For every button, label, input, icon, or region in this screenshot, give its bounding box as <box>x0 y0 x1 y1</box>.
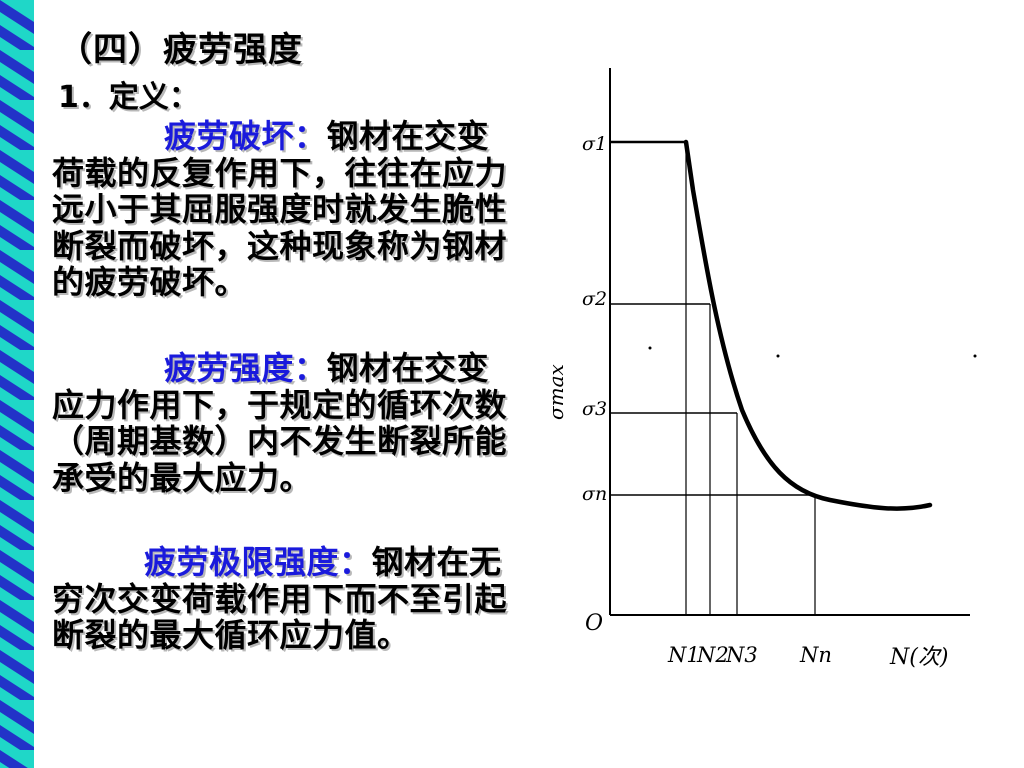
y-tick-sigma2: σ2 <box>582 288 607 310</box>
fatigue-failure-paragraph: 疲劳破坏：钢材在交变荷载的反复作用下，往往在应力远小于其屈服强度时就发生脆性断裂… <box>52 118 512 301</box>
fatigue-strength-paragraph: 疲劳强度：钢材在交变应力作用下，于规定的循环次数（周期基数）内不发生断裂所能承受… <box>52 350 512 496</box>
scan-speck <box>648 346 652 350</box>
fatigue-curve-chart: σ1 σ2 σ3 σn σmax O N1 N2 N3 Nn N(次) <box>544 68 977 670</box>
x-axis-label: N(次) <box>889 645 948 670</box>
x-tick-n2: N2 <box>696 643 729 667</box>
fatigue-limit-term: 疲劳极限强度： <box>144 543 372 581</box>
scan-speck <box>973 354 977 358</box>
x-tick-n1: N1 <box>667 643 700 667</box>
decorative-stripe <box>0 0 34 768</box>
page-title: （四）疲劳强度 <box>58 30 303 70</box>
y-tick-sigma1: σ1 <box>582 133 607 155</box>
x-tick-nn: Nn <box>799 643 832 667</box>
x-tick-n3: N3 <box>725 643 758 667</box>
y-tick-sigman: σn <box>582 483 607 505</box>
fatigue-failure-text: 钢材在交变荷载的反复作用下，往往在应力远小于其屈服强度时就发生脆性断裂而破坏，这… <box>52 117 508 301</box>
y-axis-label: σmax <box>544 364 568 420</box>
fatigue-strength-term: 疲劳强度： <box>164 349 327 387</box>
fatigue-curve <box>683 139 933 511</box>
definition-heading: 1．定义： <box>58 80 199 115</box>
y-tick-sigma3: σ3 <box>582 398 607 420</box>
fatigue-strength-text: 钢材在交变应力作用下，于规定的循环次数（周期基数）内不发生断裂所能承受的最大应力… <box>52 349 508 497</box>
fatigue-failure-term: 疲劳破坏： <box>164 117 327 155</box>
fatigue-limit-text: 钢材在无穷次交变荷载作用下而不至引起断裂的最大循环应力值。 <box>52 543 508 654</box>
origin-label: O <box>585 611 603 636</box>
fatigue-limit-paragraph: 疲劳极限强度：钢材在无穷次交变荷载作用下而不至引起断裂的最大循环应力值。 <box>52 544 512 654</box>
scan-speck <box>776 354 780 358</box>
